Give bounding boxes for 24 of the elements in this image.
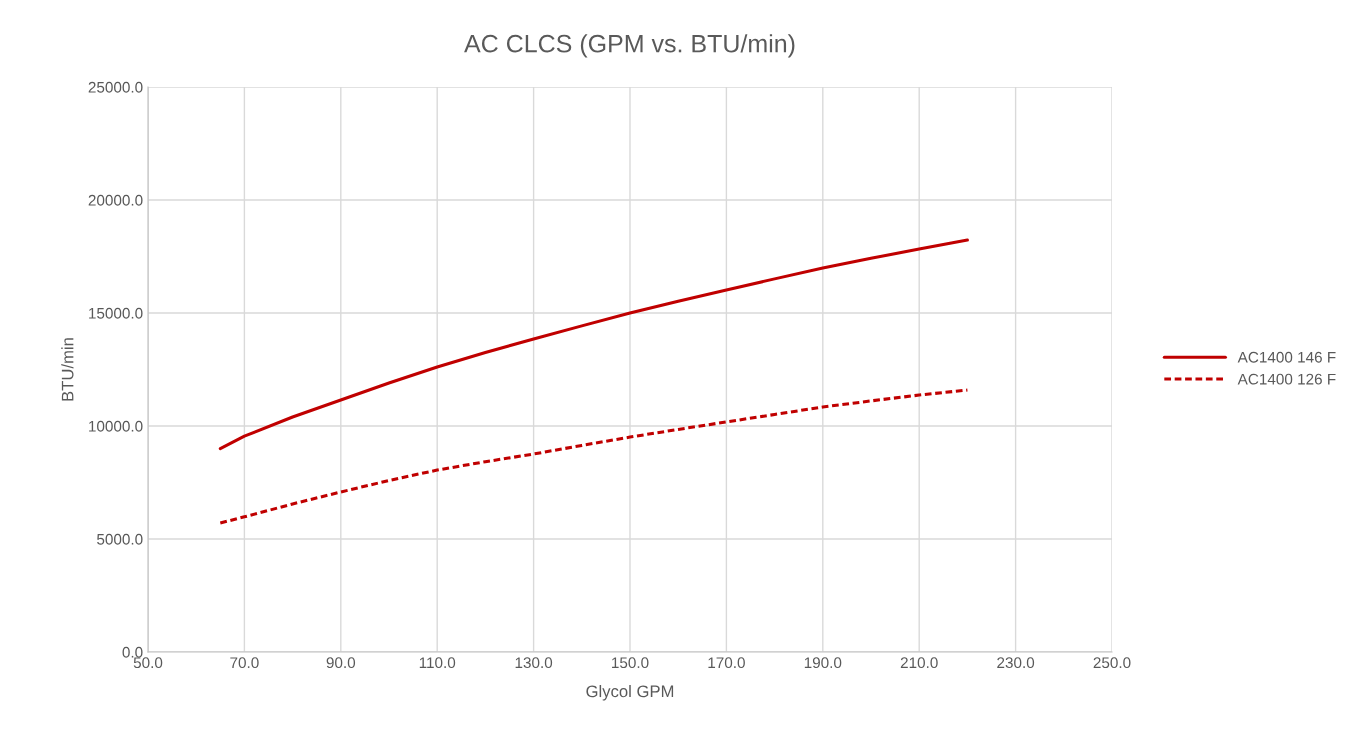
x-tick-label: 230.0 bbox=[997, 657, 1035, 669]
line-series bbox=[218, 238, 969, 451]
y-tick-label: 15000.0 bbox=[89, 307, 143, 319]
line-series bbox=[218, 388, 969, 525]
y-tick-label: 25000.0 bbox=[88, 81, 143, 93]
x-tick-label: 50.0 bbox=[133, 657, 163, 669]
x-tick-label: 190.0 bbox=[804, 657, 842, 669]
x-tick-label: 250.0 bbox=[1093, 657, 1131, 669]
y-tick-label: 10000.0 bbox=[89, 420, 143, 432]
x-tick-label: 90.0 bbox=[326, 657, 356, 669]
y-axis-title: BTU/min bbox=[61, 338, 74, 401]
x-tick-label: 110.0 bbox=[419, 657, 456, 669]
x-tick-label: 70.0 bbox=[230, 657, 259, 669]
x-tick-label: 150.0 bbox=[612, 657, 649, 669]
x-tick-label: 130.0 bbox=[515, 657, 553, 669]
x-tick-label: 170.0 bbox=[708, 657, 745, 669]
x-axis-title: Glycol GPM bbox=[586, 684, 674, 701]
y-tick-label: 5000.0 bbox=[97, 533, 143, 545]
y-tick-label: 20000.0 bbox=[88, 194, 143, 206]
chart-title: AC CLCS (GPM vs. BTU/min) bbox=[464, 34, 795, 58]
legend-label: AC1400 146 F bbox=[1237, 351, 1336, 363]
y-tick-label: 0.0 bbox=[122, 646, 143, 658]
legend-label: AC1400 126 F bbox=[1237, 373, 1336, 385]
x-tick-label: 210.0 bbox=[900, 657, 938, 669]
